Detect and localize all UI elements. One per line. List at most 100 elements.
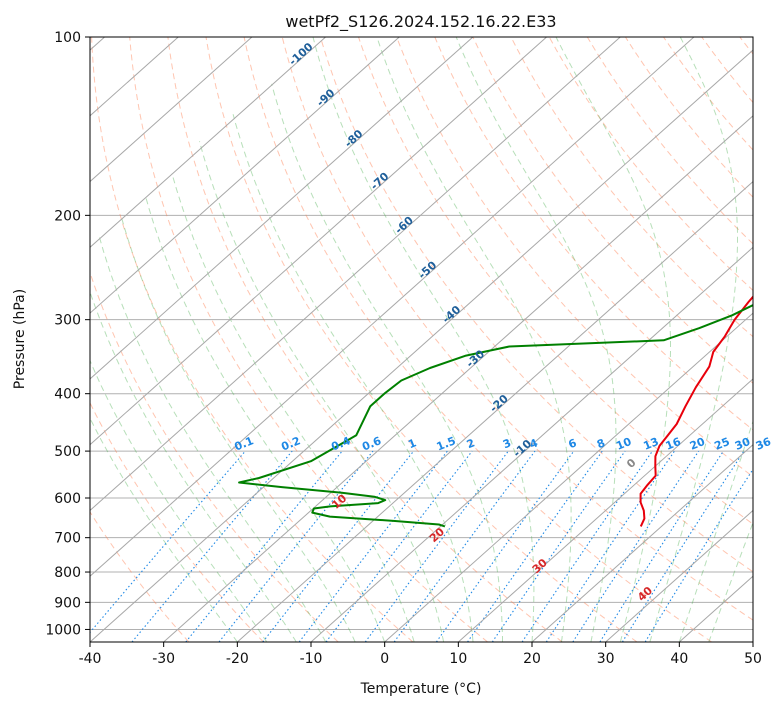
x-tick-label: 30 <box>597 651 615 667</box>
mixing-ratio-label: 8 <box>595 436 607 451</box>
dry-adiabat-line <box>281 37 753 621</box>
y-tick-label: 300 <box>54 313 81 329</box>
isotherm-label: -100 <box>286 40 315 68</box>
mixing-ratio-line <box>467 450 603 642</box>
mixing-ratio-line <box>572 450 700 642</box>
dry-adiabat-line <box>243 37 712 642</box>
x-tick-label: 50 <box>744 651 762 667</box>
dry-adiabats <box>90 37 753 642</box>
dry-adiabat-line <box>663 37 753 151</box>
mixing-ratio-line <box>364 450 509 642</box>
dry-adiabat-line <box>90 401 264 642</box>
isotherm-line <box>90 37 253 183</box>
mixing-ratio-label: 3 <box>501 436 513 451</box>
dry-adiabat-line <box>358 37 753 525</box>
mixing-ratio-line <box>644 468 753 642</box>
y-tick-label: 800 <box>54 565 81 581</box>
isotherm-line <box>237 180 753 642</box>
reference-line-labels: 0.1 0.2 0.4 0.6 1 1.5 2 3 4 6 8 10 13 16 20 25 30 36-100-… <box>233 40 774 604</box>
isotherm-line <box>679 575 753 642</box>
moist-adiabat-line <box>271 83 503 642</box>
mixing-ratio-label: 2 <box>465 436 477 451</box>
mixing-ratio-line <box>131 450 293 642</box>
mixing-ratio-label: 16 <box>664 435 683 453</box>
mixing-ratio-label: 36 <box>754 435 773 453</box>
moist-adiabat-line <box>678 419 753 642</box>
y-axis-label: Pressure (hPa) <box>12 289 28 389</box>
moist-adiabat-line <box>555 37 671 642</box>
isotherm-line <box>310 246 753 642</box>
moist-adiabat-line <box>649 37 738 642</box>
moist-adiabat-line <box>199 141 445 642</box>
mixing-ratio-label: 25 <box>713 435 732 453</box>
mixing-ratio-line <box>90 450 246 634</box>
isotherm-line <box>90 37 326 249</box>
y-tick-label: 100 <box>54 30 81 46</box>
x-tick-label: 0 <box>380 651 389 667</box>
moist-adiabat-line <box>90 359 268 642</box>
y-tick-label: 500 <box>54 444 81 460</box>
moist-adiabat-line <box>90 417 238 642</box>
x-tick-label: -40 <box>79 651 102 667</box>
isotherm-line <box>458 378 753 642</box>
pressure-gridlines <box>90 36 753 630</box>
dry-adiabat-line <box>90 511 190 642</box>
dry-adiabat-line <box>319 37 753 573</box>
mixing-ratio-label: 20 <box>688 435 707 453</box>
mixing-ratio-line <box>599 450 724 642</box>
dry-adiabat-label: 10 <box>329 492 349 512</box>
dry-adiabat-line <box>90 270 339 642</box>
isotherm-line <box>605 509 753 642</box>
isotherm-line <box>752 641 753 642</box>
dry-adiabat-line <box>510 37 753 338</box>
dry-adiabat-line <box>586 37 753 245</box>
dewpoint-profile <box>238 304 753 528</box>
isotherm-line <box>90 37 621 512</box>
mixing-ratio-line <box>262 450 415 642</box>
x-tick-label: 10 <box>449 651 467 667</box>
moist-adiabat-line <box>120 215 356 642</box>
isotherm-line <box>90 37 400 314</box>
moist-adiabat-line <box>312 37 535 642</box>
moist-adiabat-line <box>98 233 327 642</box>
dry-adiabat-line <box>205 37 638 642</box>
mixing-ratio-line <box>521 450 653 642</box>
dry-adiabat-line <box>91 37 414 642</box>
mixing-ratio-line <box>393 450 536 642</box>
chart-title: wetPf2_S126.2024.152.16.22.E33 <box>285 12 556 32</box>
moist-adiabat-line <box>708 521 753 642</box>
mixing-ratio-line <box>491 450 626 642</box>
moist-adiabat-line <box>171 173 415 642</box>
x-tick-label: -30 <box>152 651 175 667</box>
moist-adiabat-line <box>376 37 572 642</box>
mixing-ratio-line <box>218 450 374 642</box>
mixing-ratio-lines <box>90 450 753 642</box>
moist-adiabat-line <box>90 290 297 642</box>
moist-adiabat-line <box>232 114 474 642</box>
moist-adiabat-line <box>144 195 386 642</box>
dry-adiabat-line <box>739 37 753 55</box>
mixing-ratio-line <box>325 450 473 642</box>
isotherm-label: -50 <box>416 258 440 281</box>
x-tick-label: 20 <box>523 651 541 667</box>
y-tick-label: 400 <box>54 387 81 403</box>
isotherm-label: -40 <box>440 303 464 326</box>
mixing-ratio-label: 10 <box>614 435 633 453</box>
y-tick-label: 700 <box>54 531 81 547</box>
y-tick-label: 900 <box>54 595 81 611</box>
axis-ticks: -40 -30 -20 -10 0 10 20 30 40 5010020030040050060… <box>45 30 762 667</box>
isotherm-line <box>90 37 695 577</box>
moist-adiabat-line <box>455 37 617 642</box>
y-tick-label: 200 <box>54 208 81 224</box>
y-tick-label: 1000 <box>45 622 81 638</box>
isotherm-label: -20 <box>487 392 511 415</box>
wet-bulb-zero-label: 0 <box>624 456 639 471</box>
mixing-ratio-line <box>298 450 448 642</box>
isotherm-line <box>384 312 753 642</box>
mixing-ratio-label: 1 <box>406 436 418 451</box>
isotherm-line <box>531 444 753 642</box>
x-tick-label: 40 <box>670 651 688 667</box>
mixing-ratio-label: 6 <box>567 436 579 451</box>
mixing-ratio-line <box>435 450 575 642</box>
